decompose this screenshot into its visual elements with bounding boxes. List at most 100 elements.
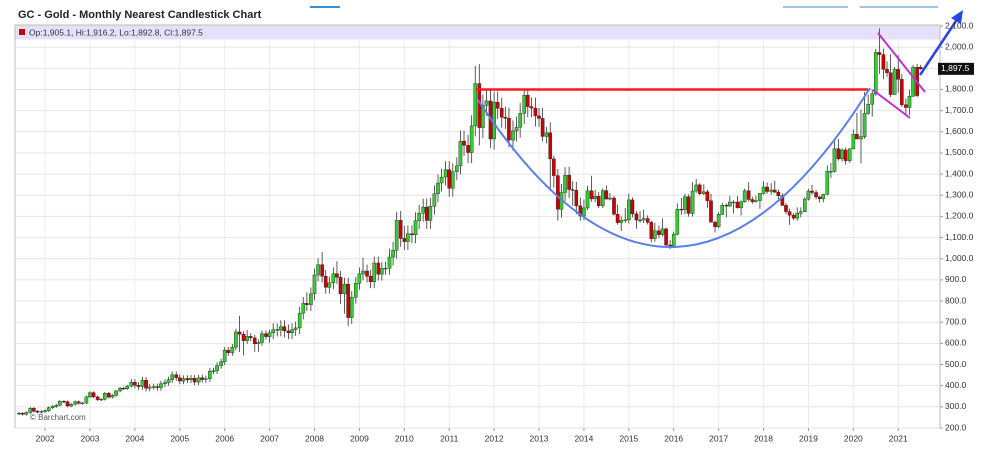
y-tick-label: 1,700.0 [945, 105, 974, 115]
x-tick-label: 2010 [395, 433, 414, 443]
candle-body [896, 69, 901, 80]
candle-body [686, 196, 691, 214]
candle-body [615, 214, 620, 223]
candle-body [918, 67, 923, 70]
x-tick-label: 2006 [215, 433, 234, 443]
y-tick-label: 800.0 [945, 295, 967, 305]
candle-body [177, 377, 182, 382]
candle-body [911, 67, 915, 97]
candle-body [466, 145, 470, 153]
candle-body [825, 171, 830, 195]
price-tag: 1,897.5 [941, 63, 970, 73]
candle-body [836, 148, 841, 160]
candle-body [286, 330, 291, 333]
arrow-head [951, 10, 963, 24]
candle-body [73, 401, 77, 405]
candle-body [110, 395, 115, 398]
candle-body [784, 205, 788, 212]
candle-body [892, 69, 897, 95]
candle-body [84, 396, 89, 404]
candle-body [847, 148, 852, 161]
candle-body [46, 407, 51, 411]
candle-body [275, 329, 280, 331]
candle-body [791, 214, 796, 219]
candle-body [230, 346, 235, 353]
candle-body [234, 331, 238, 348]
candle-body [279, 326, 283, 331]
candle-body [596, 196, 601, 207]
x-tick-label: 2019 [799, 433, 818, 443]
y-tick-label: 600.0 [945, 338, 967, 348]
candle-body [436, 182, 440, 194]
x-tick-label: 2020 [844, 433, 863, 443]
y-tick-label: 2,000.0 [945, 41, 974, 51]
candle-body [118, 388, 122, 392]
candle-body [904, 104, 908, 108]
candle-body [394, 220, 399, 251]
candle-body [163, 382, 167, 384]
candle-body [114, 390, 118, 396]
candle-body [32, 408, 36, 412]
y-tick-label: 200.0 [945, 422, 967, 432]
candle-body [357, 273, 362, 284]
candle-body [511, 130, 515, 141]
candle-body [316, 264, 320, 276]
candle-body [62, 401, 66, 403]
candle-body [668, 244, 672, 247]
candle-body [443, 169, 448, 178]
candle-body [705, 191, 710, 201]
candle-body [638, 219, 642, 222]
candle-body [829, 171, 833, 173]
candle-body [301, 303, 306, 314]
candle-body [365, 270, 369, 277]
candle-body [641, 218, 646, 221]
candle-body [821, 194, 826, 200]
candle-body [859, 136, 863, 140]
x-tick-label: 2007 [260, 433, 279, 443]
candle-body [170, 374, 174, 380]
candle-body [840, 149, 844, 160]
y-tick-label: 1,200.0 [945, 211, 974, 221]
candle-body [634, 213, 639, 221]
candle-body [140, 379, 145, 387]
candle-body [518, 113, 522, 128]
candle-body [155, 386, 160, 388]
y-tick-label: 300.0 [945, 401, 967, 411]
candle-body [473, 83, 478, 127]
candle-body [529, 106, 534, 109]
x-tick-label: 2015 [619, 433, 638, 443]
candle-body [462, 140, 466, 146]
candle-body [95, 396, 100, 400]
candle-body [338, 277, 343, 295]
breakout-arrow [918, 17, 960, 76]
candle-body [533, 107, 538, 117]
candle-body [724, 205, 729, 207]
candle-body [65, 401, 70, 407]
candle-body [690, 190, 695, 214]
candle-body [481, 105, 485, 128]
candle-body [320, 264, 324, 277]
candle-body [39, 411, 44, 413]
candle-body [843, 149, 848, 161]
candle-body [219, 361, 223, 366]
candle-body [293, 327, 298, 330]
candle-body [245, 336, 249, 341]
candle-body [888, 72, 893, 95]
candle-body [361, 270, 365, 275]
candle-body [623, 219, 628, 221]
candle-body [885, 69, 889, 73]
candle-body [769, 189, 773, 192]
candle-body [544, 132, 549, 137]
candle-body [133, 382, 137, 386]
candle-body [649, 222, 654, 239]
candle-body [660, 228, 665, 235]
candle-body [413, 220, 418, 236]
candle-body [125, 385, 130, 389]
candle-body [742, 190, 747, 203]
candle-body [282, 326, 287, 332]
candle-body [761, 186, 766, 194]
candle-body [772, 189, 777, 193]
candle-body [424, 206, 429, 221]
candle-body [709, 200, 713, 223]
